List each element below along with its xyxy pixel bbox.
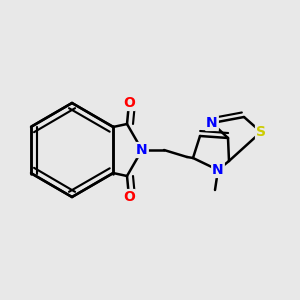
Text: N: N <box>212 163 224 177</box>
Text: N: N <box>136 143 148 157</box>
Text: O: O <box>123 190 135 204</box>
Text: N: N <box>206 116 218 130</box>
Text: O: O <box>123 96 135 110</box>
Text: S: S <box>256 125 266 139</box>
